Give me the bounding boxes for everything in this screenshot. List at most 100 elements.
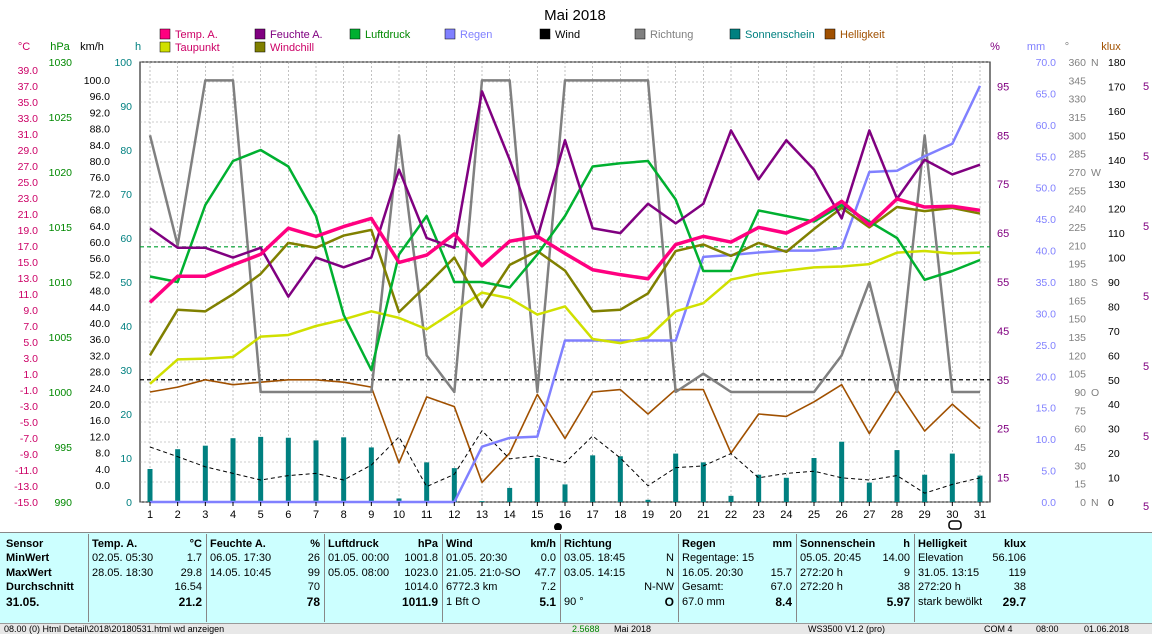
kmh-tick: 96.0	[90, 91, 111, 103]
stats-druck-r1-label: 01.05. 00:00	[328, 552, 390, 564]
stats-separator	[206, 534, 207, 622]
stats-druck-r3-value: 1014.0	[404, 581, 438, 593]
kmh-tick: 28.0	[90, 367, 111, 379]
h-tick: 40	[120, 321, 132, 333]
x-tick-label: 27	[863, 509, 875, 521]
sunshine-bar	[866, 482, 872, 502]
deg-tick: 105	[1068, 369, 1086, 381]
mm-tick: 10.0	[1036, 434, 1057, 446]
pct-tick: 55	[997, 277, 1009, 289]
direction-letter: N	[1091, 497, 1099, 509]
klux-tick: 50	[1108, 375, 1120, 387]
kmh-tick: 60.0	[90, 237, 111, 249]
klux-tick: 40	[1108, 399, 1120, 411]
temp-tick: 3.0	[23, 353, 38, 365]
hpa-tick: 1020	[49, 167, 73, 179]
x-tick-label: 1	[147, 509, 153, 521]
status-com: COM 4	[984, 624, 1013, 634]
sunshine-bar	[175, 449, 181, 502]
legend-item: Feuchte A.	[254, 28, 323, 41]
kmh-tick: 72.0	[90, 188, 111, 200]
kmh-tick: 88.0	[90, 124, 111, 136]
sunshine-bar	[562, 484, 568, 502]
x-tick-label: 25	[808, 509, 820, 521]
legend-swatch	[254, 28, 266, 40]
stats-feuchte-r1-value: 26	[307, 552, 320, 564]
deg-tick: 255	[1068, 185, 1086, 197]
sunshine-bar	[894, 450, 900, 502]
kmh-tick: 0.0	[95, 480, 110, 492]
temp-tick: 19.0	[18, 225, 39, 237]
sunshine-bar	[258, 436, 264, 502]
klux-tick: 10	[1108, 473, 1120, 485]
kmh-tick: 48.0	[90, 286, 111, 298]
stats-regen-r4-value: 8.4	[775, 594, 792, 609]
stats-col-richtung: Richtung 03.05. 18:45 N 03.05. 14:15 N N-NW 90…	[564, 537, 676, 623]
stats-unit-sonne: h	[903, 538, 910, 550]
mm-tick: 35.0	[1036, 277, 1057, 289]
stats-col-temp: Temp. A. °C 02.05. 05:30 1.7 28.05. 18:30 29.…	[92, 537, 204, 623]
stats-separator	[914, 534, 915, 622]
series-line-windchill	[148, 205, 981, 356]
sunshine-bar	[230, 438, 236, 502]
pct-tick: 15	[997, 473, 1009, 485]
deg-tick: 150	[1068, 314, 1086, 326]
stats-hell-r3-value: 38	[1013, 581, 1026, 593]
stats-richtung-r2-label: 03.05. 14:15	[564, 566, 626, 579]
x-tick-label: 16	[559, 509, 571, 521]
h-tick: 10	[120, 453, 132, 465]
x-tick-label: 19	[642, 509, 654, 521]
sunshine-bar	[368, 447, 374, 502]
stats-min-label: MinWert	[6, 552, 50, 564]
h-tick: 50	[120, 277, 132, 289]
sunshine-bar	[424, 462, 430, 502]
klux-tick: 150	[1108, 130, 1126, 142]
temp-tick: -15.0	[14, 497, 38, 509]
sunshine-bar	[396, 498, 402, 502]
sunshine-bar	[756, 474, 762, 502]
h-tick: 70	[120, 189, 132, 201]
stats-regen-r3-label: Gesamt:	[682, 581, 724, 593]
deg-tick: 345	[1068, 75, 1086, 87]
kmh-tick: 100.0	[84, 75, 110, 87]
sunshine-bar	[285, 437, 291, 502]
direction-letter: N	[1091, 57, 1099, 69]
kmh-tick: 56.0	[90, 253, 111, 265]
stats-separator	[324, 534, 325, 622]
deg-tick: 90	[1074, 387, 1086, 399]
deg-tick: 330	[1068, 94, 1086, 106]
klux-tick: 90	[1108, 277, 1120, 289]
stats-richtung-r3-value: N-NW	[644, 581, 674, 593]
temp-tick: 11.0	[18, 289, 38, 301]
legend-swatch	[729, 28, 741, 40]
temp-tick: 33.0	[18, 113, 39, 125]
sunshine-bar	[534, 458, 540, 502]
stats-sensor-label: Sensor	[6, 538, 44, 550]
pct-tick: 75	[997, 179, 1009, 191]
hpa-tick: 995	[54, 442, 72, 454]
klux-tick: 170	[1108, 81, 1126, 93]
stats-head-regen: Regen	[682, 538, 716, 550]
deg-tick: 285	[1068, 149, 1086, 161]
hpa-tick: 1000	[49, 387, 73, 399]
status-time: 08:00	[1036, 624, 1059, 634]
deg-tick: 165	[1068, 295, 1086, 307]
stats-feuchte-r1-label: 06.05. 17:30	[210, 552, 272, 564]
x-tick-label: 12	[448, 509, 460, 521]
kmh-tick: 16.0	[90, 415, 111, 427]
stats-richtung-r2-value: N	[666, 566, 674, 579]
x-tick-label: 18	[614, 509, 626, 521]
sunshine-bar	[147, 469, 153, 502]
klux-tick: 120	[1108, 204, 1126, 216]
x-tick-label: 5	[258, 509, 264, 521]
stats-regen-r1-label: Regentage: 15	[682, 552, 755, 564]
mm-tick: 15.0	[1036, 403, 1057, 415]
sunshine-bar	[949, 453, 955, 502]
stats-col-hell: Helligkeit klux Elevation 56.106 31.05. 13:1…	[918, 537, 1028, 623]
temp-tick: -7.0	[20, 433, 38, 445]
series-lines	[148, 79, 982, 504]
stats-temp-r4-value: 21.2	[178, 594, 202, 609]
legend-label: Helligkeit	[840, 29, 885, 41]
pct-tick: 35	[997, 375, 1009, 387]
legend-swatch	[159, 41, 171, 53]
